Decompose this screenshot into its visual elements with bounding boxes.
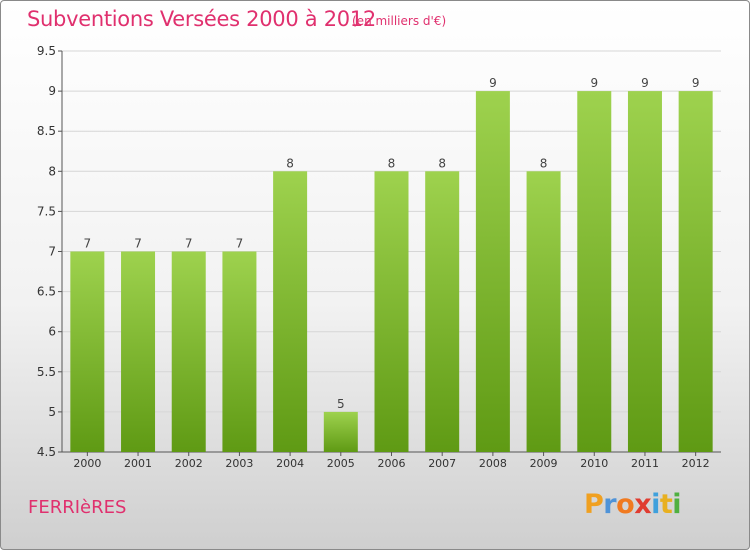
y-tick-label: 5 xyxy=(48,405,56,419)
data-label: 8 xyxy=(540,156,548,170)
logo-letter: i xyxy=(651,489,660,520)
bar-2001 xyxy=(121,251,156,452)
data-label: 5 xyxy=(337,397,345,411)
y-tick-label: 9.5 xyxy=(37,44,56,58)
y-tick-label: 8 xyxy=(48,164,56,178)
y-tick-label: 7.5 xyxy=(37,204,56,218)
data-label: 7 xyxy=(134,237,142,251)
logo-letter: P xyxy=(584,489,604,520)
data-label: 9 xyxy=(692,76,700,90)
bar-2007 xyxy=(425,171,460,453)
bar-2002 xyxy=(171,251,206,452)
city-name: FERRIèRES xyxy=(28,497,127,518)
chart-unit-note: (en milliers d'€) xyxy=(352,14,447,28)
y-tick-label: 9 xyxy=(48,84,56,98)
bar-2011 xyxy=(627,91,662,452)
logo-letter: t xyxy=(659,489,673,520)
x-tick-label: 2009 xyxy=(530,457,558,470)
bar-2003 xyxy=(222,251,257,452)
bar-2010 xyxy=(577,91,612,452)
logo-letter: o xyxy=(616,489,635,520)
bar-2000 xyxy=(70,251,105,452)
proxiti-logo: Proxiti xyxy=(584,489,682,520)
y-tick-label: 6.5 xyxy=(37,285,56,299)
x-tick-label: 2011 xyxy=(631,457,659,470)
x-tick-label: 2000 xyxy=(73,457,101,470)
bar-2005 xyxy=(323,411,358,452)
bar-2008 xyxy=(475,91,510,452)
data-label: 9 xyxy=(590,76,598,90)
x-tick-label: 2005 xyxy=(327,457,355,470)
data-label: 9 xyxy=(489,76,497,90)
bar-2009 xyxy=(526,171,561,453)
data-label: 7 xyxy=(236,237,244,251)
data-label: 7 xyxy=(185,237,193,251)
x-tick-label: 2003 xyxy=(225,457,253,470)
data-label: 7 xyxy=(84,237,92,251)
logo-letter: x xyxy=(634,489,652,520)
x-tick-label: 2004 xyxy=(276,457,304,470)
chart-title: Subventions Versées 2000 à 2012 xyxy=(27,7,376,31)
bar-2006 xyxy=(374,171,409,453)
y-tick-label: 7 xyxy=(48,245,56,259)
y-tick-label: 5.5 xyxy=(37,365,56,379)
x-tick-label: 2012 xyxy=(682,457,710,470)
x-tick-label: 2001 xyxy=(124,457,152,470)
bar-2004 xyxy=(273,171,308,453)
y-tick-label: 4.5 xyxy=(37,445,56,459)
data-label: 8 xyxy=(388,156,396,170)
logo-letter: i xyxy=(672,489,682,520)
x-tick-label: 2006 xyxy=(378,457,406,470)
x-tick-label: 2007 xyxy=(428,457,456,470)
logo-letter: r xyxy=(603,489,617,520)
x-tick-label: 2008 xyxy=(479,457,507,470)
data-label: 8 xyxy=(286,156,294,170)
x-tick-label: 2002 xyxy=(175,457,203,470)
bar-2012 xyxy=(678,91,713,452)
y-tick-label: 8.5 xyxy=(37,124,56,138)
data-label: 9 xyxy=(641,76,649,90)
data-label: 8 xyxy=(438,156,446,170)
x-tick-label: 2010 xyxy=(580,457,608,470)
y-tick-label: 6 xyxy=(48,325,56,339)
